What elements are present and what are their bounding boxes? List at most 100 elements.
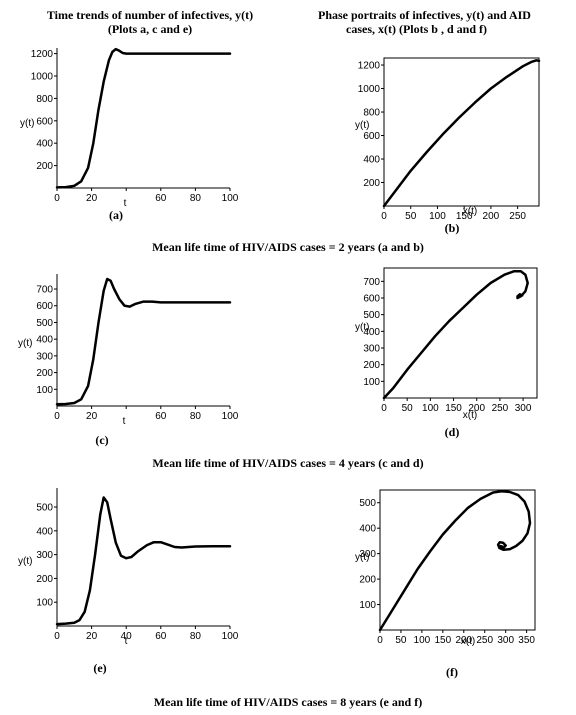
y-tick-label-a: 800	[36, 94, 53, 105]
caption-row1: Mean life time of HIV/AIDS cases = 2 yea…	[152, 240, 424, 254]
y-tick-label-d: 500	[363, 310, 380, 321]
caption-row2: Mean life time of HIV/AIDS cases = 4 yea…	[152, 456, 424, 470]
x-tick-label-e: 40	[121, 631, 133, 642]
x-tick-label-b: 50	[405, 211, 417, 222]
y-tick-label-b: 600	[363, 131, 380, 142]
x-tick-label-c: 80	[190, 411, 202, 422]
x-tick-label-e: 20	[86, 631, 98, 642]
y-tick-label-c: 700	[36, 285, 53, 296]
x-axis-label-e: t	[125, 636, 128, 647]
series-line-a	[55, 47, 232, 189]
x-tick-label-c: 60	[155, 411, 167, 422]
y-tick-label-d: 700	[363, 277, 380, 288]
y-tick-label-f: 500	[359, 498, 376, 509]
x-axis-label-d: x(t)	[463, 410, 477, 421]
x-tick-label-d: 100	[422, 403, 439, 414]
chart-b: 0 50 100 150 200 250 200 400 600 800 1000 1200 x(t) y…	[355, 57, 541, 235]
x-tick-label-d: 200	[468, 403, 485, 414]
x-tick-label-f: 200	[455, 635, 472, 646]
y-tick-label-f: 400	[359, 524, 376, 535]
left-header-line2: (Plots a, c and e)	[107, 22, 193, 36]
plot-label-b: (b)	[445, 221, 460, 235]
x-tick-label-d: 150	[445, 403, 462, 414]
y-tick-label-a: 1000	[31, 72, 54, 83]
plot-frame-f	[379, 489, 536, 631]
y-tick-label-a: 400	[36, 139, 53, 150]
x-tick-label-a: 0	[54, 193, 60, 204]
chart-f: 0 50 100 150 200 250 300 350100200300400500x(t)…	[355, 489, 536, 679]
y-axis-label-b: y(t)	[355, 120, 369, 131]
x-tick-label-d: 300	[515, 403, 532, 414]
plot-label-e: (e)	[93, 661, 106, 675]
x-tick-label-f: 350	[518, 635, 535, 646]
x-tick-label-b: 150	[456, 211, 473, 222]
plot-frame-b	[383, 57, 540, 207]
plot-label-d: (d)	[445, 425, 460, 439]
y-tick-label-c: 100	[36, 385, 53, 396]
y-tick-label-c: 500	[36, 318, 53, 329]
y-tick-label-d: 400	[363, 327, 380, 338]
y-tick-label-d: 300	[363, 344, 380, 355]
x-axis-label-a: t	[124, 198, 127, 209]
y-tick-label-b: 400	[363, 155, 380, 166]
x-tick-label-c: 100	[222, 411, 239, 422]
chart-a: 0 20 60 80 100 200 400 600 800 1000 1200 t y(t) (a)	[20, 47, 239, 222]
y-tick-label-b: 1000	[358, 84, 381, 95]
y-axis-label-e: y(t)	[18, 556, 32, 567]
y-tick-label-f: 300	[359, 549, 376, 560]
x-tick-label-b: 200	[483, 211, 500, 222]
y-tick-label-e: 400	[36, 526, 53, 537]
series-line-f	[378, 490, 532, 632]
x-tick-label-f: 100	[414, 635, 431, 646]
right-header: Phase portraits of infectives, y(t) and …	[318, 8, 576, 36]
y-tick-label-a: 600	[36, 116, 53, 127]
x-tick-label-b: 0	[381, 211, 387, 222]
x-tick-label-d: 250	[492, 403, 509, 414]
x-tick-label-d: 50	[402, 403, 414, 414]
chart-d: 0 50 100 150 200 250 300 100 200 300 400 500 600 700 x…	[355, 267, 538, 439]
x-tick-label-c: 0	[54, 411, 60, 422]
plot-frame-d	[383, 267, 538, 399]
y-tick-label-c: 300	[36, 351, 53, 362]
y-tick-label-a: 1200	[31, 49, 54, 60]
y-tick-label-e: 200	[36, 574, 53, 585]
x-tick-label-e: 60	[155, 631, 167, 642]
y-axis-label-c: y(t)	[18, 338, 32, 349]
series-line-e	[55, 496, 232, 626]
chart-c: 0 20 60 80 100 100 200 300 400 500 600 700 t y(t) (c)	[18, 274, 239, 447]
chart-e: 0 20 40 60 80 100 100 200 300 400 500 t y(t) (e)	[18, 488, 239, 675]
y-tick-label-a: 200	[36, 161, 53, 172]
caption-row3: Mean life time of HIV/AIDS cases = 8 yea…	[153, 695, 423, 709]
plot-label-a: (a)	[109, 208, 123, 222]
x-tick-label-b: 100	[429, 211, 446, 222]
x-axis-label-c: t	[123, 416, 126, 427]
x-tick-label-b: 250	[509, 211, 526, 222]
y-tick-label-c: 400	[36, 335, 53, 346]
series-line-b	[382, 59, 541, 208]
x-tick-label-f: 0	[377, 635, 383, 646]
y-axis-label-d: y(t)	[355, 322, 369, 333]
x-axis-label-b: x(t)	[463, 206, 477, 217]
x-tick-label-e: 100	[222, 631, 239, 642]
y-axis-label-f: y(t)	[355, 552, 369, 563]
y-tick-label-f: 200	[359, 575, 376, 586]
right-header-line2: cases, x(t) (Plots b , d and f)	[346, 22, 487, 36]
y-tick-label-e: 300	[36, 550, 53, 561]
y-tick-label-e: 100	[36, 598, 53, 609]
left-header-line1: Time trends of number of infectives, y(t…	[46, 8, 254, 22]
y-axis-label-a: y(t)	[20, 118, 34, 129]
x-tick-label-f: 300	[497, 635, 514, 646]
left-header: Time trends of number of infectives, y(t…	[20, 8, 280, 36]
y-tick-label-b: 200	[363, 178, 380, 189]
y-tick-label-d: 200	[363, 360, 380, 371]
y-tick-label-e: 500	[36, 503, 53, 514]
y-tick-label-f: 100	[359, 600, 376, 611]
series-line-c	[55, 277, 232, 406]
x-tick-label-f: 50	[395, 635, 407, 646]
right-header-line1: Phase portraits of infectives, y(t) and …	[318, 8, 531, 22]
x-tick-label-e: 80	[190, 631, 202, 642]
x-tick-label-a: 80	[190, 193, 202, 204]
x-tick-label-a: 100	[222, 193, 239, 204]
y-tick-label-c: 600	[36, 301, 53, 312]
